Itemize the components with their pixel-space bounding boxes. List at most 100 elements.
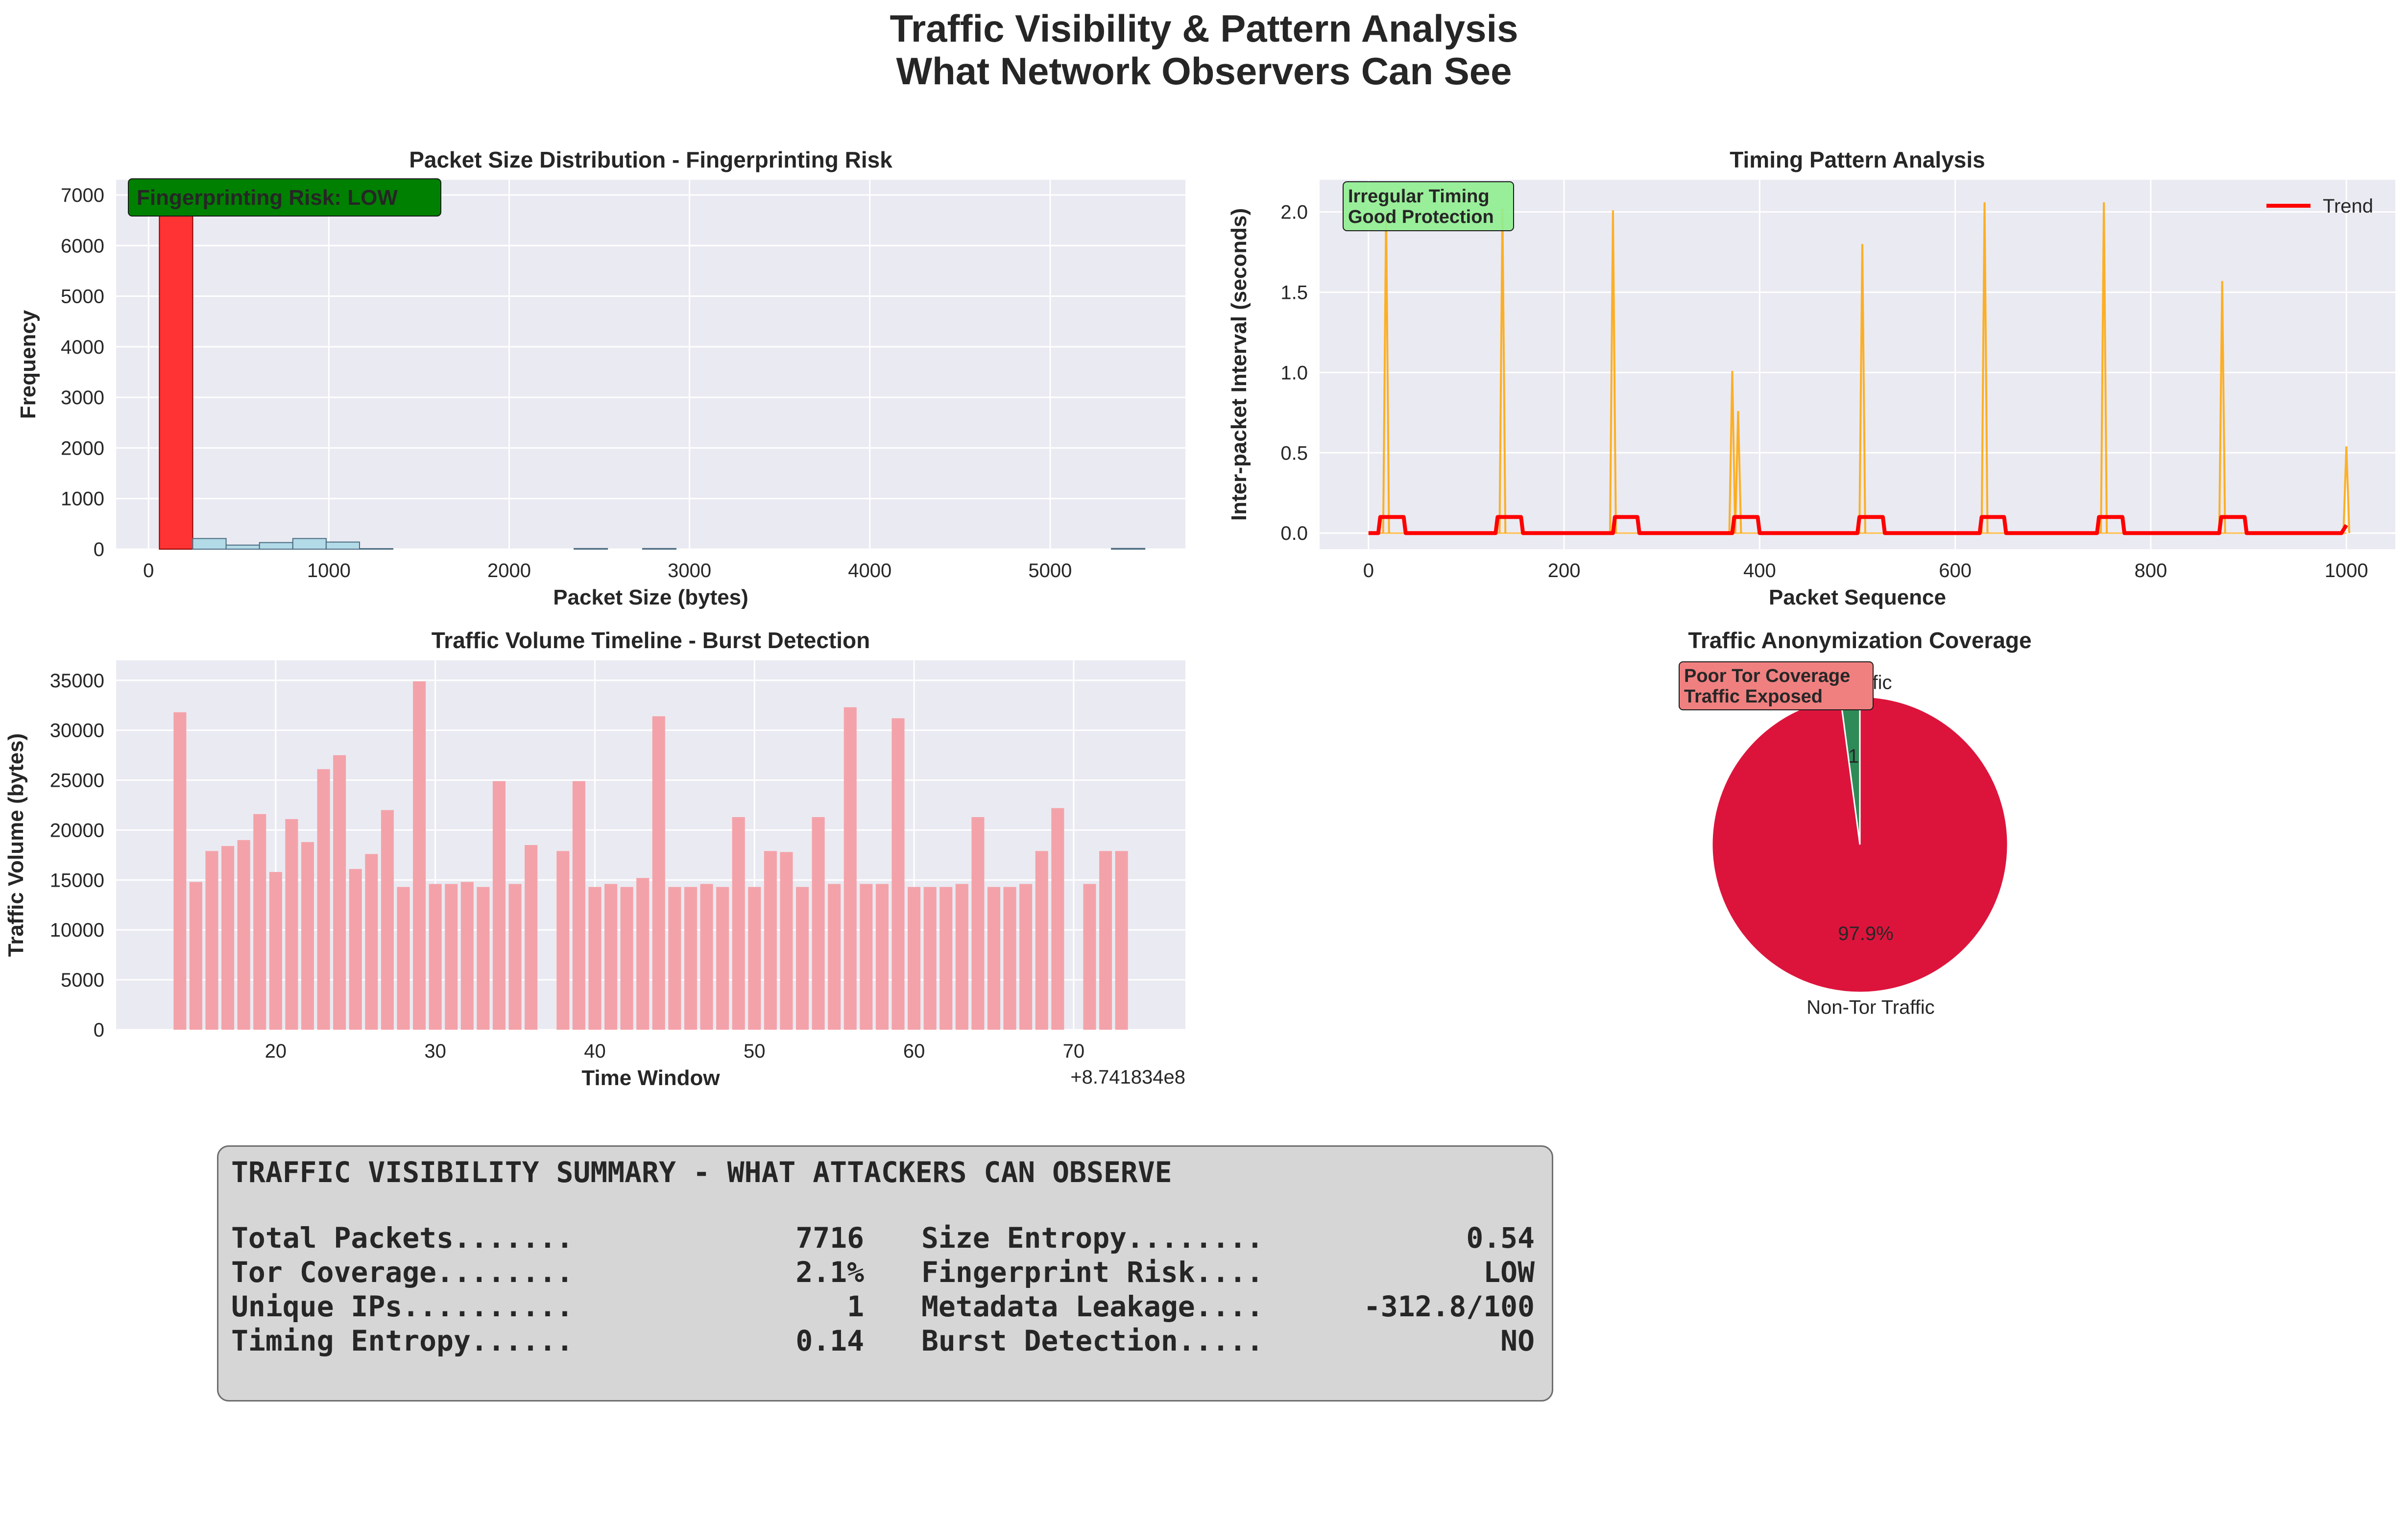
x-offset-label: +8.741834e8 bbox=[1070, 1066, 1185, 1088]
histogram-bar bbox=[292, 538, 327, 550]
y-tick-label: 10000 bbox=[50, 919, 104, 941]
y-axis-label: Traffic Volume (bytes) bbox=[4, 733, 28, 957]
pie-pct-label: 97.9% bbox=[1838, 923, 1893, 944]
y-axis-label: Inter-packet Interval (seconds) bbox=[1227, 208, 1251, 521]
y-tick-label: 4000 bbox=[61, 337, 104, 358]
summary-key: Size Entropy........ bbox=[921, 1221, 1264, 1255]
volume-bar bbox=[173, 712, 187, 1030]
annotation-text: Poor Tor Coverage bbox=[1684, 666, 1850, 686]
x-tick-label: 1000 bbox=[307, 560, 351, 581]
volume-bar bbox=[955, 884, 968, 1030]
volume-bar bbox=[1019, 884, 1033, 1030]
summary-value: -312.8/100 bbox=[1363, 1290, 1535, 1323]
y-tick-label: 3000 bbox=[61, 387, 104, 409]
volume-bar bbox=[333, 755, 346, 1030]
summary-key: Unique IPs.......... bbox=[231, 1290, 574, 1323]
volume-bar bbox=[477, 887, 490, 1030]
volume-bar bbox=[237, 840, 250, 1030]
x-tick-label: 2000 bbox=[487, 560, 531, 581]
summary-key: Timing Entropy...... bbox=[231, 1324, 574, 1357]
volume-bar bbox=[365, 854, 378, 1030]
x-tick-label: 0 bbox=[1363, 560, 1374, 581]
volume-bar bbox=[700, 884, 713, 1030]
y-tick-label: 2.0 bbox=[1280, 202, 1308, 223]
volume-bar bbox=[716, 887, 729, 1030]
panel-title: Packet Size Distribution - Fingerprintin… bbox=[409, 147, 892, 172]
x-axis-label: Time Window bbox=[581, 1066, 720, 1090]
volume-bar bbox=[1115, 851, 1128, 1030]
volume-bar bbox=[349, 869, 362, 1030]
y-tick-label: 5000 bbox=[61, 286, 104, 308]
summary-value: 0.14 bbox=[795, 1324, 864, 1357]
volume-bar bbox=[860, 884, 873, 1030]
volume-bar bbox=[317, 769, 330, 1030]
y-tick-label: 6000 bbox=[61, 235, 104, 257]
pie-slice bbox=[1711, 696, 2009, 993]
volume-bar bbox=[525, 845, 538, 1030]
x-tick-label: 3000 bbox=[668, 560, 711, 581]
y-tick-label: 25000 bbox=[50, 770, 104, 792]
volume-bar bbox=[189, 882, 202, 1030]
trend-line bbox=[1368, 515, 2348, 535]
histogram-bar bbox=[225, 544, 260, 550]
x-axis-label: Packet Size (bytes) bbox=[553, 585, 748, 609]
volume-bar bbox=[828, 884, 841, 1030]
volume-bar bbox=[413, 681, 426, 1030]
volume-bar bbox=[843, 707, 857, 1030]
y-tick-label: 0.5 bbox=[1280, 442, 1308, 464]
volume-bar bbox=[492, 781, 506, 1030]
annotation-box bbox=[128, 178, 441, 217]
panel-title: Traffic Volume Timeline - Burst Detectio… bbox=[432, 628, 870, 653]
volume-bar bbox=[381, 810, 394, 1030]
interval-spike bbox=[1734, 411, 1742, 533]
summary-key: Burst Detection..... bbox=[921, 1324, 1264, 1357]
interval-spike bbox=[1609, 210, 1617, 533]
volume-bar bbox=[780, 852, 793, 1030]
annotation-box bbox=[1679, 661, 1874, 710]
x-tick-label: 40 bbox=[584, 1040, 606, 1062]
volume-bar bbox=[764, 851, 777, 1030]
volume-bar bbox=[1099, 851, 1112, 1030]
panel-timing: 0 200 400 600 800 1000 0.0 0.5 1.0 1.5 2.0 Timing P… bbox=[1227, 147, 2395, 609]
summary-value: 1 bbox=[847, 1290, 864, 1323]
volume-bar bbox=[636, 878, 650, 1030]
histogram-bar-highlight bbox=[159, 194, 193, 550]
x-tick-label: 30 bbox=[424, 1040, 446, 1062]
interval-spike bbox=[2100, 202, 2108, 533]
x-tick-label: 0 bbox=[143, 560, 154, 581]
volume-bar bbox=[1051, 808, 1064, 1030]
histogram-bar bbox=[325, 541, 360, 550]
volume-bar bbox=[397, 887, 410, 1030]
panel-title: Traffic Anonymization Coverage bbox=[1688, 628, 2031, 653]
panel-packet_size: 0 1000 2000 3000 4000 5000 0 1000 2000 3000 4000 50… bbox=[16, 147, 1185, 609]
y-tick-label: 35000 bbox=[50, 670, 104, 692]
x-tick-label: 800 bbox=[2135, 560, 2167, 581]
annotation-text: Fingerprinting Risk: LOW bbox=[137, 186, 398, 210]
volume-bar bbox=[908, 887, 921, 1030]
y-tick-label: 1.5 bbox=[1280, 282, 1308, 303]
summary-value: 2.1% bbox=[795, 1256, 864, 1289]
volume-bar bbox=[588, 887, 602, 1030]
annotation-text: Irregular Timing bbox=[1348, 186, 1490, 207]
plot-area bbox=[1320, 180, 2395, 549]
volume-bar bbox=[875, 884, 889, 1030]
volume-bar bbox=[812, 817, 825, 1030]
volume-bar bbox=[748, 887, 761, 1030]
summary-key: Tor Coverage........ bbox=[231, 1256, 574, 1289]
volume-bar bbox=[923, 887, 937, 1030]
panel-volume: 20 30 40 50 60 70 0 5000 10000 15000 20000 25000 300… bbox=[4, 628, 1185, 1090]
volume-bar bbox=[556, 851, 570, 1030]
pie-outer-label: Non-Tor Traffic bbox=[1806, 996, 1935, 1018]
x-tick-label: 600 bbox=[1939, 560, 1972, 581]
volume-bar bbox=[253, 814, 266, 1030]
x-tick-label: 200 bbox=[1548, 560, 1581, 581]
volume-bar bbox=[221, 846, 235, 1030]
x-axis-label: Packet Sequence bbox=[1769, 585, 1946, 609]
volume-bar bbox=[445, 884, 458, 1030]
volume-bar bbox=[460, 882, 474, 1030]
volume-bar bbox=[1035, 851, 1048, 1030]
figure-title-line1: Traffic Visibility & Pattern Analysis bbox=[890, 7, 1518, 50]
x-tick-label: 70 bbox=[1063, 1040, 1085, 1062]
y-tick-label: 15000 bbox=[50, 870, 104, 891]
volume-bar bbox=[732, 817, 745, 1030]
